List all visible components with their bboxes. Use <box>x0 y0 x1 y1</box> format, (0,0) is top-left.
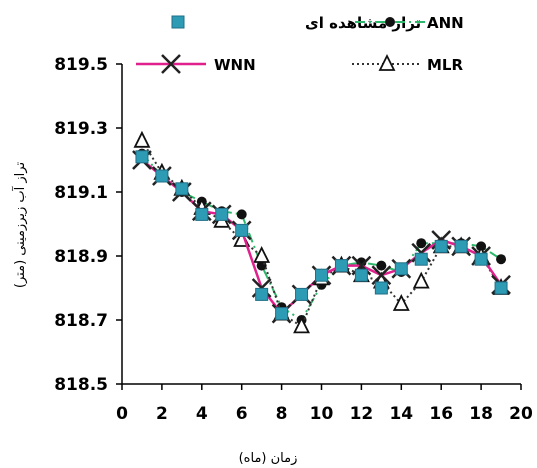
x-tick-label: 6 <box>236 404 248 424</box>
data-point <box>255 287 269 301</box>
data-point <box>434 239 448 253</box>
legend-label: ANN <box>427 14 464 32</box>
y-tick-label: 819.5 <box>54 55 108 75</box>
y-ticks: 818.5 818.7 818.9 819.1 819.3 819.5 <box>54 55 122 395</box>
x-tick-label: 14 <box>389 404 413 424</box>
series-3 <box>133 130 510 334</box>
data-point <box>414 252 428 266</box>
y-tick-label: 818.9 <box>54 247 108 267</box>
legend-marker <box>171 15 185 29</box>
data-point <box>416 238 427 249</box>
data-point <box>412 271 430 289</box>
x-tick-label: 4 <box>196 404 208 424</box>
plot-area <box>132 130 511 334</box>
x-tick-label: 18 <box>469 404 493 424</box>
legend-label: MLR <box>427 56 463 74</box>
legend-marker <box>385 17 395 27</box>
series-0 <box>135 150 508 321</box>
y-axis-title: تراز آب زیرزمینی (متر) <box>11 162 28 289</box>
data-point <box>236 209 247 220</box>
legend-marker <box>378 53 396 71</box>
data-point <box>454 239 468 253</box>
data-point <box>496 254 507 265</box>
x-tick-label: 2 <box>156 404 168 424</box>
data-point <box>135 150 149 164</box>
legend-item: ANN <box>355 14 464 32</box>
y-tick-label: 818.7 <box>54 311 108 331</box>
data-point <box>253 245 271 263</box>
data-point <box>392 293 410 311</box>
series-1 <box>136 148 507 325</box>
data-point <box>315 268 328 282</box>
y-tick-label: 818.5 <box>54 375 108 395</box>
data-point <box>334 259 348 273</box>
data-point <box>155 169 169 183</box>
x-tick-label: 0 <box>116 404 128 424</box>
data-point <box>235 223 249 237</box>
data-point <box>376 260 387 271</box>
data-point <box>195 207 209 221</box>
x-tick-label: 20 <box>509 404 533 424</box>
data-point <box>354 268 368 282</box>
data-point <box>293 316 311 334</box>
x-tick-label: 10 <box>310 404 334 424</box>
x-ticks: 0 2 4 6 8 10 12 14 16 18 20 <box>116 384 533 424</box>
data-point <box>374 281 388 295</box>
data-point <box>295 287 309 301</box>
legend-item: MLR <box>352 53 463 74</box>
series-line <box>141 159 503 316</box>
legend-item: WNN <box>136 54 256 74</box>
data-point <box>133 130 151 148</box>
data-point <box>474 252 488 266</box>
x-tick-label: 8 <box>276 404 288 424</box>
data-point <box>494 281 508 295</box>
data-point <box>175 182 189 196</box>
data-point <box>371 265 392 286</box>
legend-marker <box>161 54 181 74</box>
series-2 <box>132 150 511 324</box>
series-line <box>141 152 502 322</box>
x-axis-title: زمان (ماه) <box>239 451 298 466</box>
y-tick-label: 819.1 <box>54 183 108 203</box>
data-point <box>275 307 289 321</box>
data-point <box>394 262 408 276</box>
y-tick-label: 819.3 <box>54 119 108 139</box>
x-tick-label: 12 <box>350 404 374 424</box>
x-tick-label: 16 <box>429 404 453 424</box>
data-point <box>215 207 229 221</box>
legend-label: WNN <box>214 56 256 74</box>
